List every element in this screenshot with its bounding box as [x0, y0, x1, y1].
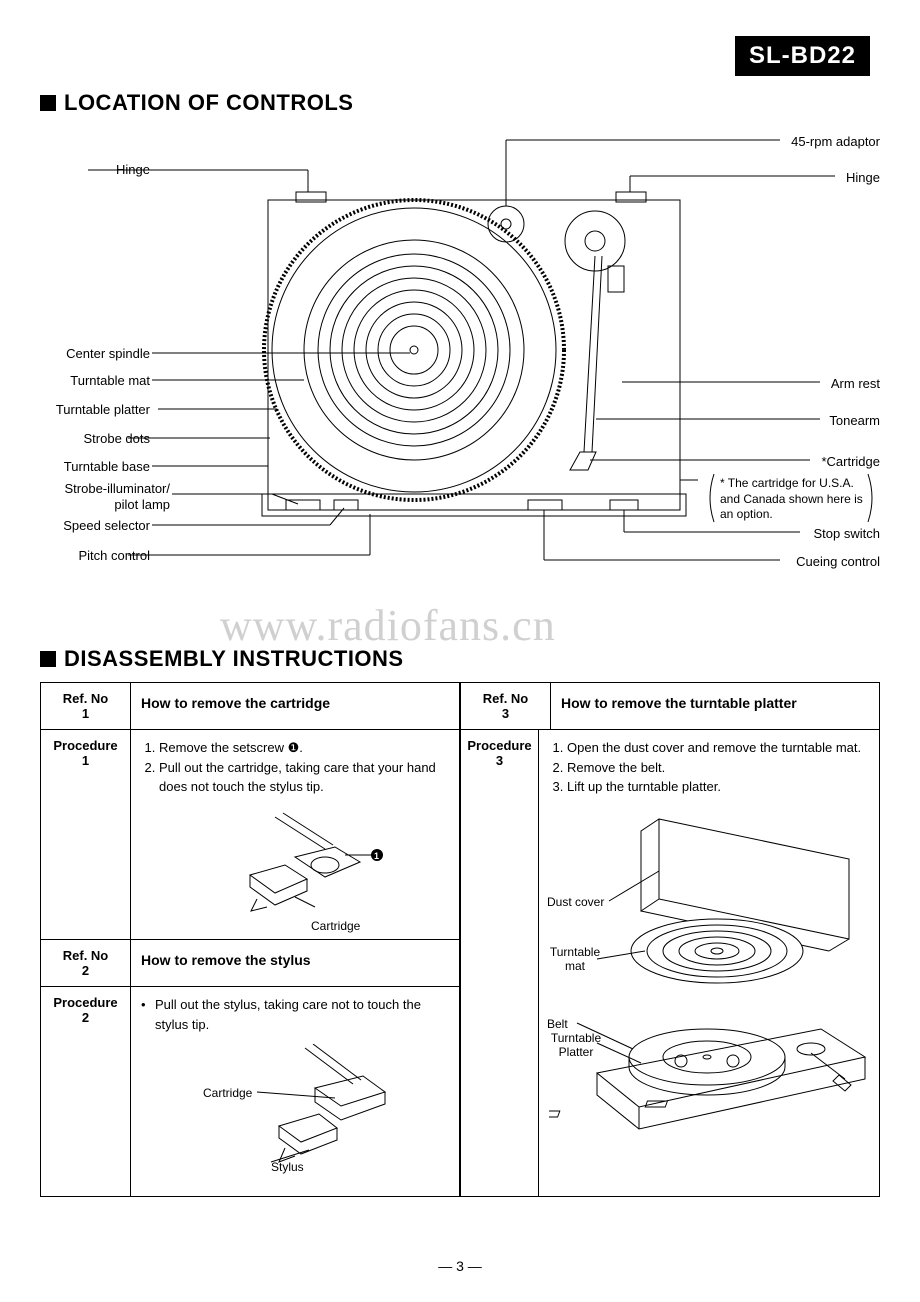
model-badge: SL-BD22 [735, 36, 870, 76]
page-number: — 3 — [0, 1258, 920, 1274]
disassembly-section: DISASSEMBLY INSTRUCTIONS Ref. No 1 How t… [40, 646, 880, 1197]
proc-num: 2 [45, 1010, 126, 1025]
proc3-cell: Procedure 3 [461, 730, 539, 1196]
proc2-content: Pull out the stylus, taking care not to … [131, 987, 459, 1196]
ref-num: 1 [45, 706, 126, 721]
ref3-cell: Ref. No 3 [461, 683, 551, 729]
ref-label: Ref. No [45, 948, 126, 963]
proc-label: Procedure [465, 738, 534, 753]
step: Open the dust cover and remove the turnt… [567, 738, 869, 758]
disassembly-col-right: Ref. No 3 How to remove the turntable pl… [460, 683, 880, 1197]
controls-diagram: Hinge Center spindle Turntable mat Turnt… [40, 126, 880, 586]
disassembly-table: Ref. No 1 How to remove the cartridge Pr… [40, 682, 880, 1197]
step: Remove the belt. [567, 758, 869, 778]
section-disassembly-title: DISASSEMBLY INSTRUCTIONS [40, 646, 880, 672]
manual-page: SL-BD22 LOCATION OF CONTROLS Hinge Cente… [0, 0, 920, 1302]
section-title-text: LOCATION OF CONTROLS [64, 90, 353, 115]
illus-label-turntable-mat: Turntable mat [547, 945, 603, 974]
step: Remove the setscrew ❶. [159, 738, 449, 758]
stylus-illus-svg [185, 1044, 405, 1174]
proc3-steps: Open the dust cover and remove the turnt… [549, 738, 869, 797]
proc-num: 1 [45, 753, 126, 768]
proc-label: Procedure [45, 995, 126, 1010]
square-icon [40, 651, 56, 667]
proc3-content: Open the dust cover and remove the turnt… [539, 730, 879, 1196]
proc1-row: Procedure 1 Remove the setscrew ❶. Pull … [41, 730, 460, 940]
turntable-open-svg [549, 811, 869, 1151]
proc-num: 3 [465, 753, 534, 768]
proc3-illustration: Dust cover Turntable mat Belt Turntable … [549, 811, 869, 1151]
svg-text:1: 1 [374, 851, 379, 861]
ref-num: 2 [45, 963, 126, 978]
ref-num: 3 [465, 706, 546, 721]
square-icon [40, 95, 56, 111]
ref1-title: How to remove the cartridge [131, 683, 459, 729]
proc1-steps: Remove the setscrew ❶. Pull out the cart… [141, 738, 449, 797]
ref3-header: Ref. No 3 How to remove the turntable pl… [461, 683, 880, 730]
proc2-cell: Procedure 2 [41, 987, 131, 1196]
step: Pull out the cartridge, taking care that… [159, 758, 449, 797]
step: Lift up the turntable platter. [567, 777, 869, 797]
proc1-content: Remove the setscrew ❶. Pull out the cart… [131, 730, 459, 939]
illus-label-stylus: Stylus [271, 1158, 304, 1176]
turntable-diagram-svg [40, 126, 880, 586]
ref-label: Ref. No [465, 691, 546, 706]
ref1-header: Ref. No 1 How to remove the cartridge [41, 683, 460, 730]
step: Pull out the stylus, taking care not to … [141, 995, 449, 1034]
ref-label: Ref. No [45, 691, 126, 706]
illus-label-turntable-platter: Turntable Platter [547, 1031, 605, 1060]
proc1-illustration: 1 Cartridge [141, 807, 449, 917]
illus-label-cartridge: Cartridge [311, 917, 360, 935]
proc2-row: Procedure 2 Pull out the stylus, taking … [41, 987, 460, 1197]
ref2-cell: Ref. No 2 [41, 940, 131, 986]
cartridge-illus-svg: 1 [195, 807, 395, 917]
ref2-header: Ref. No 2 How to remove the stylus [41, 940, 460, 987]
section-title-text: DISASSEMBLY INSTRUCTIONS [64, 646, 404, 671]
proc2-illustration: Cartridge Stylus [141, 1044, 449, 1184]
ref3-title: How to remove the turntable platter [551, 683, 879, 729]
disassembly-col-left: Ref. No 1 How to remove the cartridge Pr… [41, 683, 460, 1197]
proc1-cell: Procedure 1 [41, 730, 131, 939]
ref1-cell: Ref. No 1 [41, 683, 131, 729]
illus-label-dust-cover: Dust cover [547, 893, 604, 911]
proc-label: Procedure [45, 738, 126, 753]
watermark: www.radiofans.cn [220, 600, 556, 651]
section-location-title: LOCATION OF CONTROLS [40, 90, 880, 116]
ref2-title: How to remove the stylus [131, 940, 459, 986]
proc3-row: Procedure 3 Open the dust cover and remo… [461, 730, 880, 1197]
illus-label-cartridge2: Cartridge [203, 1084, 252, 1102]
